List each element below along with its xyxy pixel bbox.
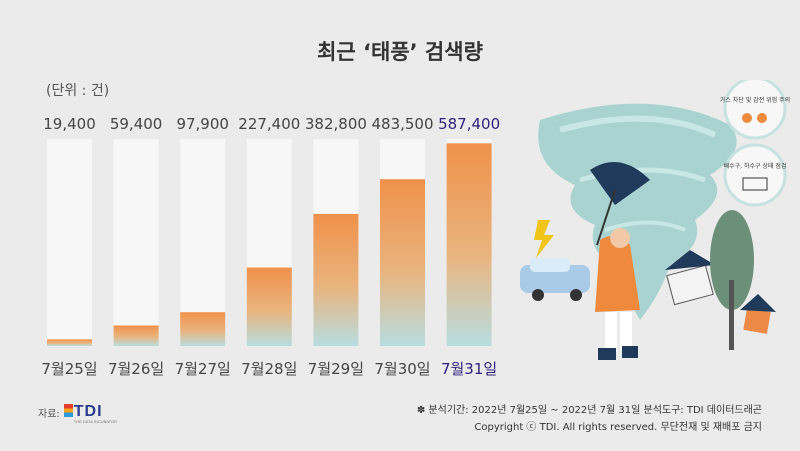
unit-label: (단위 : 건): [46, 83, 110, 99]
bar-6: [380, 179, 425, 346]
badge2-text: 배수구, 하수구 상태 점검: [724, 162, 787, 170]
warning-badge-1: 가스 차단 및 감전 위험 주의: [720, 80, 790, 140]
house-icon: [665, 250, 776, 334]
value-label: 227,400: [238, 115, 300, 133]
chart-title: 최근 ‘태풍’ 검색량: [317, 40, 483, 64]
bar-track: [47, 139, 92, 346]
value-label: 483,500: [371, 115, 433, 133]
copyright: Copyright ⓒ TDI. All rights reserved. 무단…: [474, 422, 762, 433]
analysis-period: ✽ 분석기간: 2022년 7월25일 ~ 2022년 7월 31일 분석도구:…: [416, 405, 762, 416]
lightning-icon: [534, 220, 554, 258]
bar-5: [313, 213, 359, 346]
person-raincoat-icon: [595, 228, 640, 360]
car-icon: [520, 258, 590, 301]
value-label: 59,400: [110, 115, 163, 133]
bar-3: [180, 312, 226, 346]
category-label: 7월29일: [308, 360, 364, 378]
bar-1: [47, 339, 92, 346]
bar-2: [113, 325, 159, 346]
category-label: 7월30일: [374, 360, 430, 378]
category-label: 7월26일: [108, 360, 164, 378]
warning-badge-2: 배수구, 하수구 상태 점검: [723, 143, 787, 207]
category-label: 7월27일: [175, 360, 231, 378]
bar-track: [113, 139, 159, 346]
value-label: 587,400: [438, 115, 500, 133]
category-label: 7월31일: [441, 360, 497, 378]
category-label: 7월25일: [41, 360, 97, 378]
source-label: 자료:: [38, 408, 60, 420]
bar-chart: 19,400 7월25일 59,400 7월26일 97,900 7월27일 227,400…: [41, 115, 500, 378]
value-label: 97,900: [176, 115, 229, 133]
umbrella-icon: [590, 162, 650, 246]
bar-4: [246, 267, 292, 346]
tdi-logo: TDI THE DATA INCUBATOR: [63, 403, 117, 424]
tree-icon: [710, 210, 754, 350]
bar-track: [180, 139, 226, 346]
source: 자료: TDI THE DATA INCUBATOR: [38, 403, 117, 424]
bar-7: [446, 143, 492, 346]
badge1-text: 가스 차단 및 감전 위험 주의: [720, 96, 790, 104]
typhoon-illustration: 가스 차단 및 감전 위험 주의 배수구, 하수구 상태 점검: [520, 80, 790, 360]
value-label: 19,400: [43, 115, 96, 133]
value-label: 382,800: [305, 115, 367, 133]
category-label: 7월28일: [241, 360, 297, 378]
footer: ✽ 분석기간: 2022년 7월25일 ~ 2022년 7월 31일 분석도구:…: [417, 402, 762, 436]
